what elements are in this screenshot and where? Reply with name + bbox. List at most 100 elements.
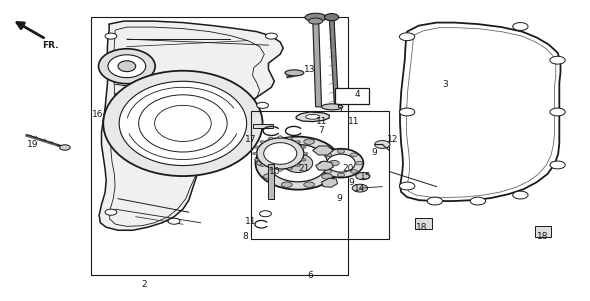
Circle shape — [264, 147, 274, 153]
Circle shape — [268, 168, 273, 170]
Ellipse shape — [99, 49, 155, 84]
Text: 16: 16 — [91, 110, 103, 119]
Polygon shape — [313, 146, 333, 155]
Text: 11: 11 — [245, 217, 257, 226]
Polygon shape — [400, 23, 560, 201]
Ellipse shape — [324, 14, 339, 21]
Text: 19: 19 — [27, 140, 38, 149]
Text: 21: 21 — [298, 164, 310, 173]
Circle shape — [254, 146, 259, 148]
Text: 9: 9 — [336, 194, 342, 203]
Circle shape — [257, 160, 267, 166]
Circle shape — [296, 164, 300, 166]
Circle shape — [550, 108, 565, 116]
Text: 2: 2 — [142, 280, 148, 289]
Ellipse shape — [283, 154, 313, 172]
Circle shape — [550, 56, 565, 64]
Polygon shape — [316, 161, 333, 170]
Text: 8: 8 — [242, 232, 248, 241]
Circle shape — [168, 218, 180, 224]
Ellipse shape — [305, 13, 326, 22]
Circle shape — [513, 23, 528, 30]
Circle shape — [356, 161, 363, 165]
Circle shape — [337, 150, 345, 153]
Ellipse shape — [309, 18, 323, 24]
Text: 15: 15 — [360, 172, 372, 181]
Ellipse shape — [257, 138, 304, 169]
Circle shape — [105, 33, 117, 39]
Bar — [91, 17, 348, 275]
Circle shape — [260, 211, 271, 217]
Bar — [253, 124, 273, 128]
Text: 10: 10 — [268, 167, 280, 176]
Circle shape — [281, 139, 292, 144]
Ellipse shape — [264, 143, 297, 164]
Circle shape — [281, 182, 292, 187]
Ellipse shape — [103, 71, 263, 176]
Circle shape — [301, 146, 306, 148]
Text: 9: 9 — [348, 178, 354, 187]
Circle shape — [350, 153, 358, 157]
Circle shape — [399, 33, 415, 41]
Ellipse shape — [306, 114, 320, 119]
Ellipse shape — [118, 61, 136, 72]
Bar — [251, 111, 389, 239]
Circle shape — [257, 102, 268, 108]
Circle shape — [266, 33, 277, 39]
Circle shape — [253, 152, 257, 155]
Text: 18: 18 — [537, 232, 549, 241]
Circle shape — [337, 173, 345, 177]
Text: 11: 11 — [316, 117, 327, 126]
Circle shape — [324, 153, 332, 157]
Ellipse shape — [268, 144, 327, 182]
Circle shape — [329, 160, 339, 166]
Circle shape — [304, 139, 314, 144]
Bar — [268, 164, 274, 199]
Text: 13: 13 — [304, 65, 316, 74]
Circle shape — [296, 141, 300, 143]
Circle shape — [319, 161, 326, 165]
Circle shape — [470, 197, 486, 205]
Circle shape — [427, 197, 442, 205]
Text: 12: 12 — [386, 135, 398, 144]
Polygon shape — [322, 178, 337, 187]
Circle shape — [324, 170, 332, 173]
Ellipse shape — [322, 104, 343, 110]
Text: FR.: FR. — [42, 41, 59, 50]
Text: 5: 5 — [336, 105, 342, 114]
Bar — [415, 218, 432, 229]
Circle shape — [322, 147, 332, 153]
Ellipse shape — [319, 149, 363, 178]
Circle shape — [350, 170, 358, 173]
Ellipse shape — [285, 70, 304, 76]
Circle shape — [399, 108, 415, 116]
Circle shape — [260, 141, 265, 143]
Text: 9: 9 — [372, 147, 378, 157]
Ellipse shape — [119, 81, 247, 166]
Circle shape — [304, 182, 314, 187]
Bar — [335, 88, 369, 104]
Text: 18: 18 — [416, 223, 428, 232]
Circle shape — [260, 164, 265, 166]
Polygon shape — [296, 112, 329, 122]
Circle shape — [278, 169, 283, 171]
Text: 14: 14 — [354, 184, 366, 193]
Circle shape — [268, 137, 273, 139]
Circle shape — [303, 152, 308, 155]
Ellipse shape — [352, 184, 368, 192]
Ellipse shape — [108, 55, 146, 78]
Ellipse shape — [255, 137, 340, 190]
Circle shape — [399, 182, 415, 190]
Ellipse shape — [375, 141, 390, 148]
Ellipse shape — [356, 172, 370, 180]
Text: 20: 20 — [342, 164, 354, 173]
Circle shape — [278, 136, 283, 138]
Text: 11: 11 — [348, 117, 360, 126]
Polygon shape — [99, 21, 283, 230]
Circle shape — [322, 174, 332, 179]
Circle shape — [301, 159, 306, 161]
Circle shape — [550, 161, 565, 169]
Circle shape — [513, 191, 528, 199]
Circle shape — [264, 174, 274, 179]
Text: 3: 3 — [442, 80, 448, 89]
